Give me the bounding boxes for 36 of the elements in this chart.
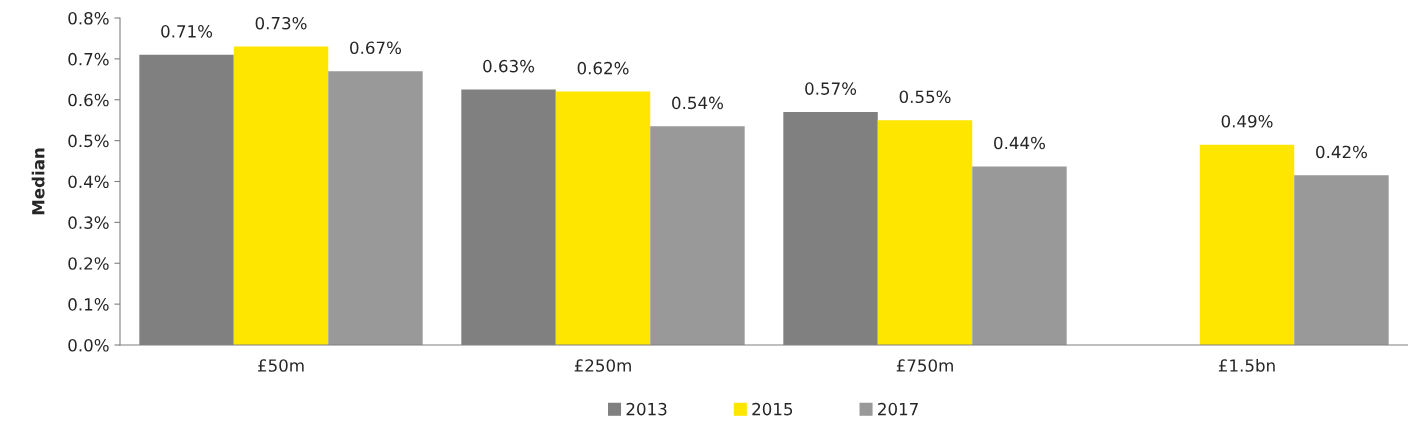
data-label: 0.42%: [1316, 145, 1368, 159]
bar: [650, 126, 745, 345]
y-tick-label: 0.0%: [68, 338, 109, 352]
bar: [972, 166, 1067, 345]
y-tick-label: 0.8%: [68, 11, 109, 25]
bar: [1199, 144, 1295, 345]
y-tick-label: 0.6%: [68, 93, 109, 107]
bar: [233, 46, 329, 345]
data-label: 0.49%: [1221, 114, 1273, 128]
y-tick-label: 0.2%: [68, 257, 109, 270]
data-label: 0.54%: [672, 96, 724, 110]
x-tick-label: £750m: [896, 359, 953, 372]
data-label: 0.63%: [483, 59, 535, 73]
y-tick-label: 0.4%: [68, 175, 109, 189]
data-label: 0.62%: [577, 61, 629, 75]
legend-label: 2013: [626, 402, 667, 416]
x-tick-label: £1.5bn: [1218, 358, 1275, 372]
y-tick-label: 0.5%: [68, 134, 109, 148]
legend-label: 2015: [752, 402, 793, 416]
data-label: 0.73%: [255, 16, 307, 30]
data-label: 0.55%: [899, 90, 951, 104]
bar: [877, 120, 973, 345]
x-tick-label: £50m: [258, 359, 304, 372]
x-tick-label: £250m: [574, 359, 631, 372]
y-axis-title: Median: [31, 148, 45, 215]
legend-label: 2017: [878, 402, 918, 416]
y-tick-label: 0.3%: [68, 216, 109, 229]
bar: [328, 71, 423, 345]
data-label: 0.57%: [805, 82, 857, 95]
data-label: 0.67%: [350, 41, 402, 55]
data-label: 0.44%: [994, 136, 1046, 150]
y-tick-label: 0.7%: [68, 52, 109, 66]
data-label: 0.71%: [161, 25, 213, 38]
y-tick-label: 0.1%: [68, 298, 109, 311]
bar: [555, 91, 651, 345]
bar: [1294, 175, 1389, 345]
